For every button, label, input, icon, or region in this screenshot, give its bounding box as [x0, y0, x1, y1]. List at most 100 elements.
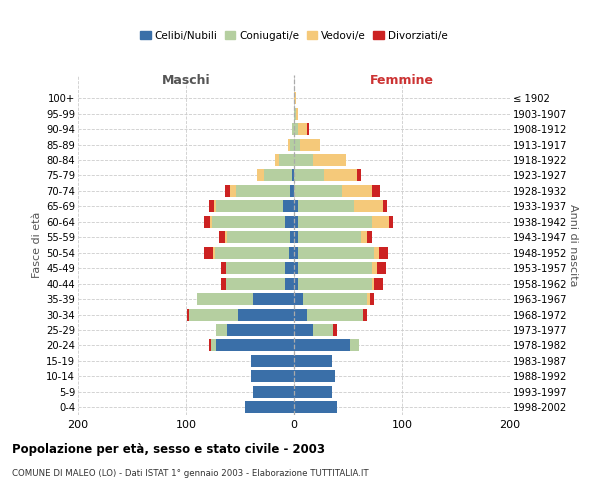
- Bar: [227, 324, 294, 336]
- Bar: [294, 293, 302, 305]
- Bar: [374, 246, 379, 259]
- Bar: [187, 308, 189, 320]
- Bar: [294, 246, 298, 259]
- Bar: [279, 154, 294, 166]
- Bar: [226, 278, 286, 289]
- Bar: [313, 154, 346, 166]
- Bar: [356, 170, 361, 181]
- Bar: [275, 154, 279, 166]
- Bar: [383, 200, 387, 212]
- Bar: [205, 216, 210, 228]
- Text: Femmine: Femmine: [370, 74, 434, 88]
- Bar: [221, 262, 226, 274]
- Bar: [209, 340, 211, 351]
- Bar: [216, 340, 294, 351]
- Bar: [367, 231, 372, 243]
- Bar: [236, 185, 290, 197]
- Bar: [230, 185, 236, 197]
- Bar: [290, 185, 294, 197]
- Bar: [225, 231, 227, 243]
- Bar: [294, 231, 298, 243]
- Bar: [253, 293, 294, 305]
- Bar: [294, 154, 313, 166]
- Bar: [227, 231, 290, 243]
- Bar: [294, 355, 332, 367]
- Text: Maschi: Maschi: [161, 74, 211, 88]
- Bar: [294, 278, 298, 289]
- Bar: [292, 170, 294, 181]
- Bar: [216, 200, 283, 212]
- Bar: [372, 262, 377, 274]
- Bar: [251, 355, 294, 367]
- Bar: [370, 293, 374, 305]
- Bar: [372, 216, 389, 228]
- Text: Popolazione per età, sesso e stato civile - 2003: Popolazione per età, sesso e stato civil…: [12, 442, 325, 456]
- Bar: [253, 386, 294, 398]
- Bar: [294, 170, 324, 181]
- Bar: [298, 200, 355, 212]
- Y-axis label: Fasce di età: Fasce di età: [32, 212, 42, 278]
- Bar: [216, 324, 227, 336]
- Bar: [294, 308, 307, 320]
- Bar: [294, 401, 337, 413]
- Bar: [210, 216, 212, 228]
- Bar: [298, 262, 372, 274]
- Bar: [379, 246, 388, 259]
- Bar: [355, 200, 383, 212]
- Bar: [212, 216, 286, 228]
- Legend: Celibi/Nubili, Coniugati/e, Vedovi/e, Divorziati/e: Celibi/Nubili, Coniugati/e, Vedovi/e, Di…: [138, 28, 450, 42]
- Bar: [215, 246, 289, 259]
- Bar: [333, 324, 337, 336]
- Bar: [294, 324, 313, 336]
- Bar: [294, 108, 296, 120]
- Bar: [238, 308, 294, 320]
- Bar: [341, 185, 372, 197]
- Bar: [213, 246, 215, 259]
- Bar: [324, 170, 356, 181]
- Bar: [292, 123, 294, 135]
- Bar: [361, 231, 367, 243]
- Bar: [294, 216, 298, 228]
- Bar: [225, 185, 230, 197]
- Bar: [189, 308, 238, 320]
- Bar: [294, 185, 341, 197]
- Bar: [294, 262, 298, 274]
- Bar: [221, 278, 226, 289]
- Bar: [294, 370, 335, 382]
- Bar: [363, 308, 367, 320]
- Bar: [294, 138, 301, 150]
- Bar: [226, 262, 286, 274]
- Bar: [294, 123, 298, 135]
- Bar: [257, 170, 264, 181]
- Bar: [301, 138, 320, 150]
- Bar: [389, 216, 394, 228]
- Bar: [286, 216, 294, 228]
- Text: COMUNE DI MALEO (LO) - Dati ISTAT 1° gennaio 2003 - Elaborazione TUTTITALIA.IT: COMUNE DI MALEO (LO) - Dati ISTAT 1° gen…: [12, 469, 368, 478]
- Bar: [211, 340, 216, 351]
- Bar: [372, 278, 374, 289]
- Bar: [290, 231, 294, 243]
- Bar: [245, 401, 294, 413]
- Bar: [209, 200, 214, 212]
- Bar: [287, 138, 290, 150]
- Bar: [214, 200, 216, 212]
- Bar: [307, 308, 363, 320]
- Bar: [264, 170, 292, 181]
- Bar: [350, 340, 359, 351]
- Bar: [205, 246, 213, 259]
- Bar: [294, 340, 350, 351]
- Bar: [294, 92, 296, 104]
- Bar: [298, 246, 374, 259]
- Bar: [294, 200, 298, 212]
- Bar: [374, 278, 383, 289]
- Bar: [220, 231, 225, 243]
- Bar: [367, 293, 370, 305]
- Bar: [283, 200, 294, 212]
- Bar: [307, 123, 309, 135]
- Bar: [372, 185, 380, 197]
- Bar: [298, 278, 372, 289]
- Bar: [298, 231, 361, 243]
- Bar: [289, 246, 294, 259]
- Bar: [197, 293, 253, 305]
- Bar: [290, 138, 294, 150]
